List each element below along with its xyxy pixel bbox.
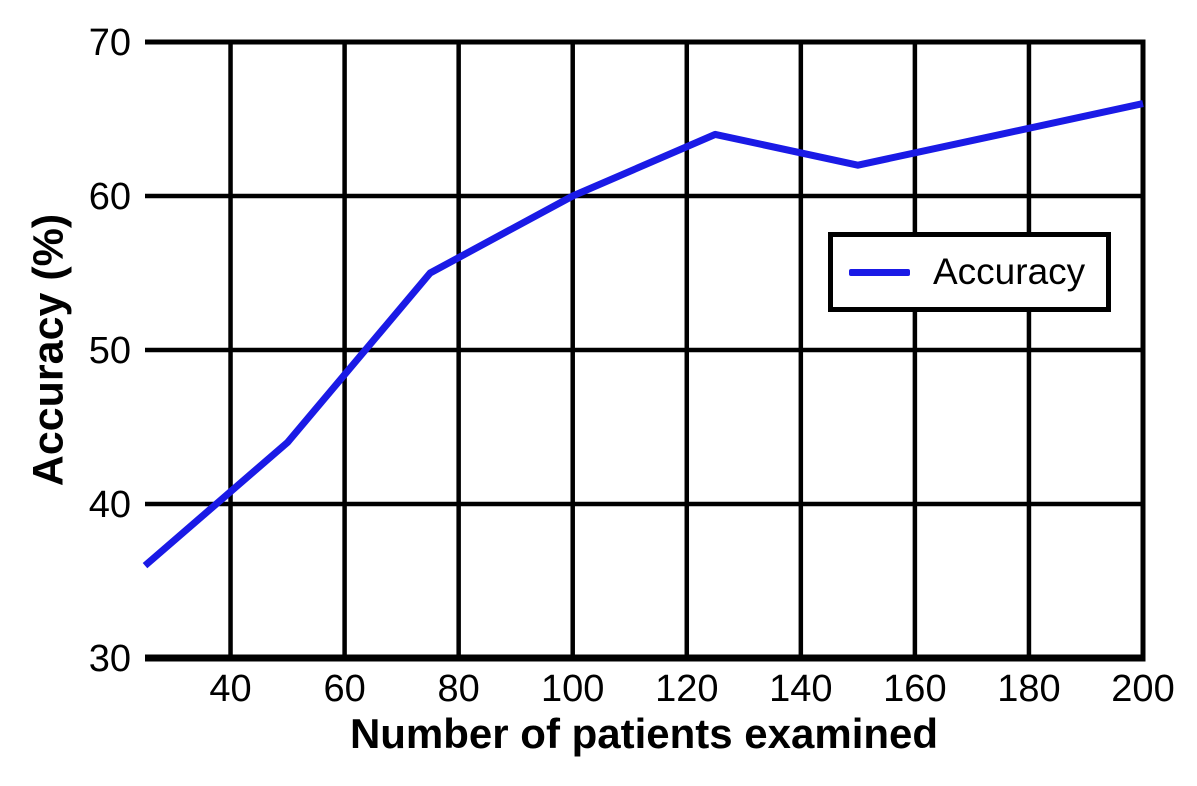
legend: Accuracy (828, 232, 1111, 312)
legend-label: Accuracy (933, 251, 1086, 292)
x-tick-label: 120 (655, 668, 718, 710)
y-tick-label: 30 (89, 638, 131, 680)
x-tick-label: 200 (1111, 668, 1174, 710)
x-tick-label: 80 (438, 668, 480, 710)
y-tick-label: 50 (89, 330, 131, 372)
y-tick-label: 40 (89, 484, 131, 526)
x-tick-label: 40 (209, 668, 251, 710)
x-tick-label: 160 (883, 668, 946, 710)
y-tick-label: 70 (89, 22, 131, 64)
x-axis-title: Number of patients examined (349, 710, 939, 757)
series-line-accuracy (142, 100, 1144, 569)
x-tick-label: 60 (323, 668, 365, 710)
x-tick-label: 180 (997, 668, 1060, 710)
legend-line-swatch (849, 268, 910, 276)
x-tick-label: 140 (769, 668, 832, 710)
x-tick-label: 100 (541, 668, 604, 710)
y-axis-title: Accuracy (%) (24, 213, 73, 487)
y-tick-label: 60 (89, 176, 131, 218)
